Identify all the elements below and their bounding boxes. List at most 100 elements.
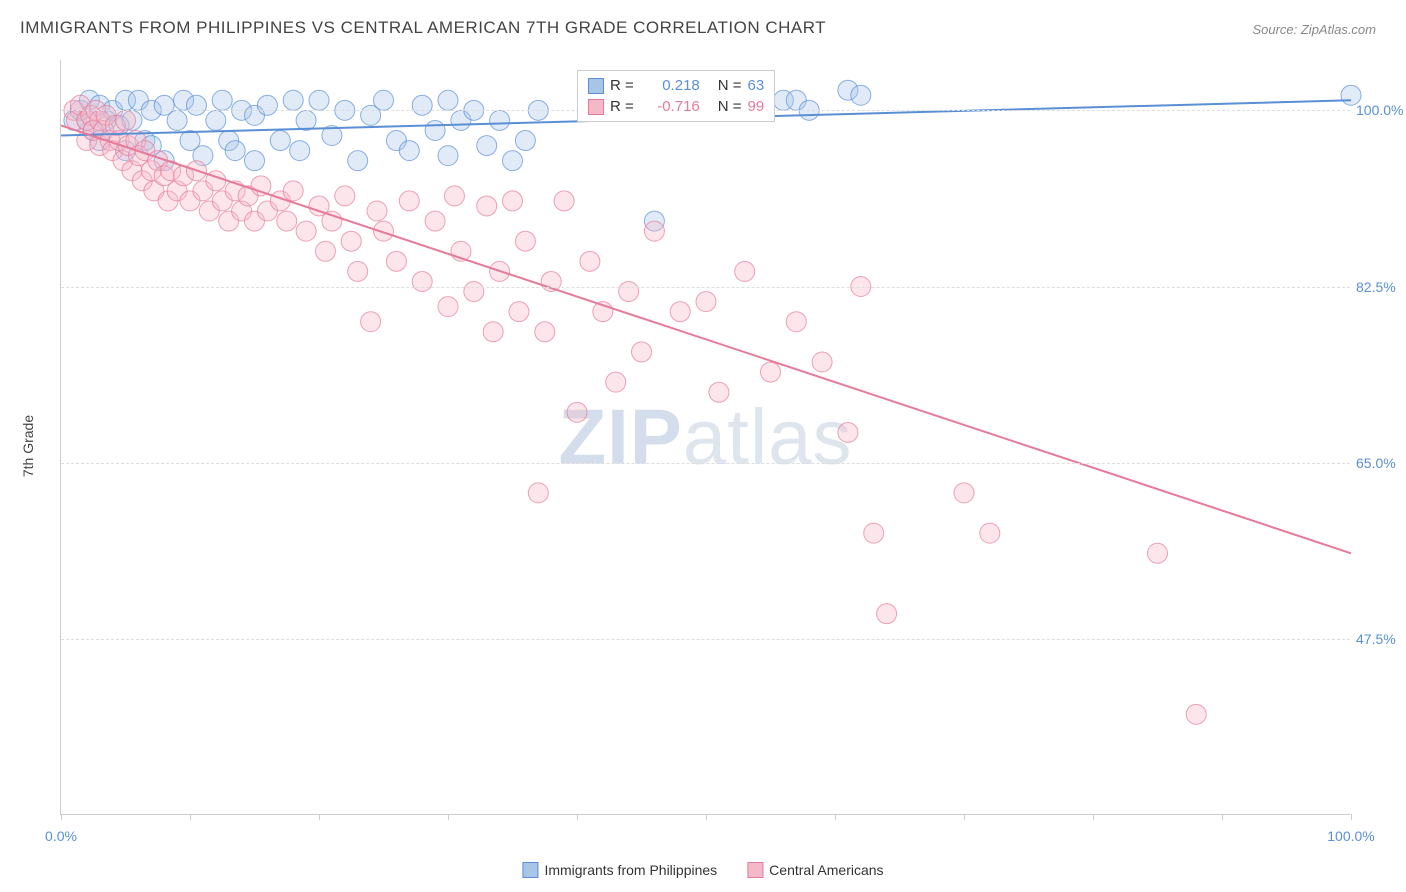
scatter-point	[348, 151, 368, 171]
scatter-point	[490, 110, 510, 130]
x-tick	[319, 814, 320, 820]
scatter-point	[386, 251, 406, 271]
scatter-point	[206, 110, 226, 130]
scatter-point	[515, 131, 535, 151]
scatter-point	[296, 110, 316, 130]
stats-n-label: N =	[718, 77, 742, 94]
scatter-point	[535, 322, 555, 342]
scatter-point	[1186, 704, 1206, 724]
scatter-point	[864, 523, 884, 543]
y-tick-label: 65.0%	[1356, 455, 1396, 471]
legend-swatch	[522, 862, 538, 878]
x-tick	[1351, 814, 1352, 820]
scatter-point	[761, 362, 781, 382]
x-tick	[448, 814, 449, 820]
x-tick	[190, 814, 191, 820]
scatter-point	[503, 191, 523, 211]
x-tick	[706, 814, 707, 820]
scatter-point	[412, 271, 432, 291]
gridline-h	[61, 639, 1350, 640]
scatter-point	[251, 176, 271, 196]
scatter-point	[954, 483, 974, 503]
scatter-point	[670, 302, 690, 322]
legend-item: Immigrants from Philippines	[522, 862, 717, 878]
scatter-point	[270, 131, 290, 151]
scatter-point	[877, 604, 897, 624]
stats-r-value: -0.716	[640, 98, 700, 115]
legend-swatch	[747, 862, 763, 878]
x-tick	[1093, 814, 1094, 820]
stats-n-label: N =	[718, 98, 742, 115]
scatter-point	[477, 136, 497, 156]
y-tick-label: 82.5%	[1356, 279, 1396, 295]
chart-title: IMMIGRANTS FROM PHILIPPINES VS CENTRAL A…	[20, 18, 826, 38]
legend-swatch	[588, 78, 604, 94]
scatter-point	[483, 322, 503, 342]
x-tick	[1222, 814, 1223, 820]
scatter-point	[245, 151, 265, 171]
plot-area: ZIPatlas 47.5%65.0%82.5%100.0%0.0%100.0%…	[60, 60, 1350, 815]
x-tick	[61, 814, 62, 820]
scatter-point	[503, 151, 523, 171]
x-tick	[577, 814, 578, 820]
scatter-point	[283, 90, 303, 110]
scatter-point	[425, 120, 445, 140]
scatter-point	[361, 312, 381, 332]
source-prefix: Source:	[1252, 22, 1300, 37]
scatter-point	[786, 312, 806, 332]
scatter-point	[812, 352, 832, 372]
stats-n-value: 63	[748, 77, 765, 94]
source-attribution: Source: ZipAtlas.com	[1252, 22, 1376, 37]
y-axis-label: 7th Grade	[20, 415, 36, 477]
stats-n-value: 99	[748, 98, 765, 115]
scatter-point	[444, 186, 464, 206]
scatter-point	[1148, 543, 1168, 563]
x-tick	[964, 814, 965, 820]
stats-legend-row: R =0.218N =63	[588, 75, 764, 96]
scatter-point	[212, 90, 232, 110]
x-tick	[835, 814, 836, 820]
scatter-point	[438, 90, 458, 110]
regression-line	[61, 125, 1351, 553]
scatter-point	[425, 211, 445, 231]
scatter-point	[315, 241, 335, 261]
scatter-point	[335, 186, 355, 206]
chart-svg	[61, 60, 1350, 814]
scatter-point	[851, 85, 871, 105]
scatter-point	[619, 282, 639, 302]
scatter-point	[980, 523, 1000, 543]
legend-label: Central Americans	[769, 862, 883, 878]
y-tick-label: 47.5%	[1356, 631, 1396, 647]
stats-r-value: 0.218	[640, 77, 700, 94]
scatter-point	[464, 282, 484, 302]
x-tick-label: 100.0%	[1327, 828, 1374, 844]
legend-item: Central Americans	[747, 862, 883, 878]
scatter-point	[309, 90, 329, 110]
y-tick-label: 100.0%	[1356, 102, 1403, 118]
scatter-point	[367, 201, 387, 221]
stats-r-label: R =	[610, 98, 634, 115]
scatter-point	[644, 221, 664, 241]
scatter-point	[580, 251, 600, 271]
scatter-point	[412, 95, 432, 115]
scatter-point	[116, 110, 136, 130]
scatter-point	[606, 372, 626, 392]
scatter-point	[341, 231, 361, 251]
scatter-point	[632, 342, 652, 362]
scatter-point	[296, 221, 316, 241]
source-name: ZipAtlas.com	[1301, 22, 1376, 37]
scatter-point	[399, 191, 419, 211]
scatter-point	[290, 141, 310, 161]
scatter-point	[567, 402, 587, 422]
scatter-point	[374, 90, 394, 110]
scatter-point	[509, 302, 529, 322]
scatter-point	[186, 95, 206, 115]
scatter-point	[477, 196, 497, 216]
scatter-point	[838, 422, 858, 442]
scatter-point	[348, 261, 368, 281]
scatter-point	[225, 141, 245, 161]
gridline-h	[61, 463, 1350, 464]
legend-bottom: Immigrants from Philippines Central Ameri…	[522, 862, 883, 878]
scatter-point	[399, 141, 419, 161]
scatter-point	[735, 261, 755, 281]
